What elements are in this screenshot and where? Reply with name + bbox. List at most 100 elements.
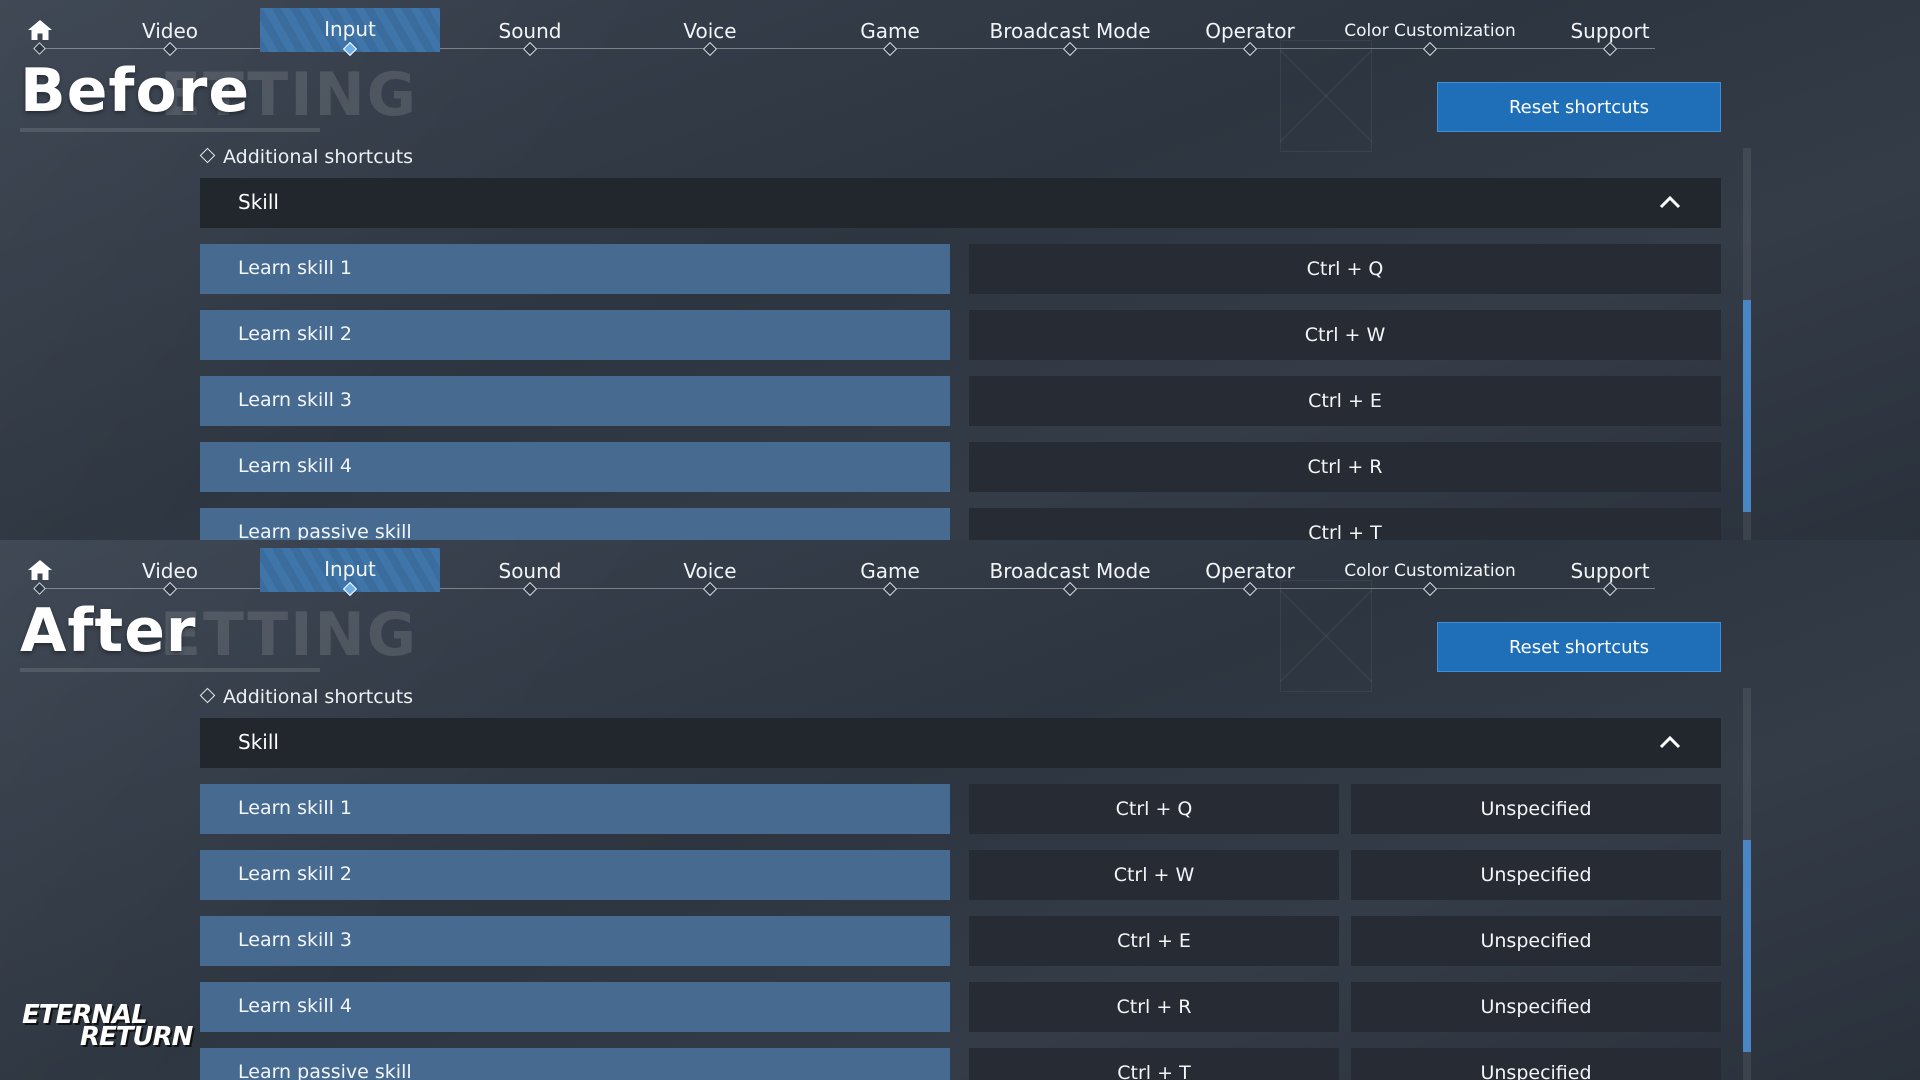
shortcut-key-text: Ctrl + R xyxy=(1307,456,1383,478)
shortcut-alt-key-cell[interactable]: Unspecified xyxy=(1351,916,1721,966)
section-title: Additional shortcuts xyxy=(199,146,414,168)
tab-support[interactable]: Support xyxy=(1520,548,1700,597)
shortcut-alt-key-cell[interactable]: Unspecified xyxy=(1351,982,1721,1032)
tab-input[interactable]: Input xyxy=(260,8,440,57)
shortcut-key-cell[interactable]: Ctrl + R xyxy=(969,982,1339,1032)
shortcut-label: Learn skill 1 xyxy=(200,784,950,834)
tab-sound[interactable]: Sound xyxy=(440,548,620,597)
chevron-up-icon[interactable] xyxy=(1659,732,1681,754)
tab-label: Support xyxy=(1570,559,1650,583)
tab-game[interactable]: Game xyxy=(800,548,980,597)
shortcut-label: Learn skill 2 xyxy=(200,850,950,900)
tab-color-customization[interactable]: Color Customization xyxy=(1340,8,1520,57)
skill-group-header[interactable]: Skill xyxy=(200,718,1721,768)
before-panel: Video Input Sound Voice Game Broadcast M… xyxy=(0,0,1920,540)
section-title-label: Additional shortcuts xyxy=(223,146,414,168)
skill-group-header[interactable]: Skill xyxy=(200,178,1721,228)
shortcut-label-text: Learn skill 3 xyxy=(238,929,353,951)
shortcut-alt-key-text: Unspecified xyxy=(1480,930,1592,952)
tab-diamond-icon xyxy=(702,41,718,57)
shortcut-key-cell[interactable]: Ctrl + E xyxy=(969,376,1721,426)
shortcut-key-text: Ctrl + R xyxy=(1116,996,1192,1018)
diamond-icon xyxy=(199,687,216,704)
tab-diamond-icon xyxy=(1602,581,1618,597)
tab-video[interactable]: Video xyxy=(80,548,260,597)
shortcut-label: Learn skill 4 xyxy=(200,442,950,492)
shortcut-label: Learn skill 2 xyxy=(200,310,950,360)
tab-voice[interactable]: Voice xyxy=(620,548,800,597)
shortcut-alt-key-text: Unspecified xyxy=(1480,798,1592,820)
shortcut-key-cell[interactable]: Ctrl + E xyxy=(969,916,1339,966)
tab-operator[interactable]: Operator xyxy=(1160,548,1340,597)
tab-voice[interactable]: Voice xyxy=(620,8,800,57)
shortcut-label-text: Learn passive skill xyxy=(238,1061,412,1080)
shortcut-key-text: Ctrl + Q xyxy=(1306,258,1384,280)
tab-color-customization[interactable]: Color Customization xyxy=(1340,548,1520,597)
reset-shortcuts-button[interactable]: Reset shortcuts xyxy=(1437,622,1721,672)
shortcut-label: Learn skill 4 xyxy=(200,982,950,1032)
tab-label: Input xyxy=(324,17,376,41)
tab-input[interactable]: Input xyxy=(260,548,440,597)
shortcut-key-text: Ctrl + Q xyxy=(1115,798,1193,820)
tab-sound[interactable]: Sound xyxy=(440,8,620,57)
shortcut-alt-key-cell[interactable]: Unspecified xyxy=(1351,1048,1721,1080)
tab-label: Support xyxy=(1570,19,1650,43)
shortcut-key-cell[interactable]: Ctrl + T xyxy=(969,1048,1339,1080)
heading-underline xyxy=(20,668,320,672)
tab-diamond-icon xyxy=(522,41,538,57)
scrollbar-thumb[interactable] xyxy=(1743,300,1751,512)
section-title-label: Additional shortcuts xyxy=(223,686,414,708)
shortcut-label-text: Learn skill 4 xyxy=(238,995,353,1017)
shortcut-key-cell[interactable]: Ctrl + T xyxy=(969,508,1721,540)
shortcut-label-text: Learn skill 3 xyxy=(238,389,353,411)
shortcut-label-text: Learn passive skill xyxy=(238,521,412,540)
reset-shortcuts-button[interactable]: Reset shortcuts xyxy=(1437,82,1721,132)
tab-label: Color Customization xyxy=(1344,561,1516,581)
shortcut-label: Learn passive skill xyxy=(200,508,950,540)
tab-label: Video xyxy=(141,559,199,583)
tab-label: Broadcast Mode xyxy=(989,559,1151,583)
top-nav: Video Input Sound Voice Game Broadcast M… xyxy=(0,540,1700,597)
shortcut-key-cell[interactable]: Ctrl + W xyxy=(969,850,1339,900)
after-heading: After xyxy=(20,596,197,666)
tab-support[interactable]: Support xyxy=(1520,8,1700,57)
tab-label: Color Customization xyxy=(1344,21,1516,41)
shortcut-key-text: Ctrl + E xyxy=(1117,930,1191,952)
tab-label: Voice xyxy=(683,559,737,583)
shortcut-label-text: Learn skill 2 xyxy=(238,323,353,345)
tab-diamond-icon xyxy=(1242,581,1258,597)
chevron-up-icon[interactable] xyxy=(1659,192,1681,214)
tab-game[interactable]: Game xyxy=(800,8,980,57)
home-icon[interactable] xyxy=(26,558,54,582)
shortcut-key-cell[interactable]: Ctrl + Q xyxy=(969,244,1721,294)
shortcut-label: Learn skill 3 xyxy=(200,916,950,966)
shortcut-key-cell[interactable]: Ctrl + Q xyxy=(969,784,1339,834)
skill-group-label: Skill xyxy=(238,730,279,754)
tab-diamond-icon xyxy=(882,581,898,597)
skill-group-label: Skill xyxy=(238,190,279,214)
shortcut-alt-key-cell[interactable]: Unspecified xyxy=(1351,784,1721,834)
shortcut-key-cell[interactable]: Ctrl + R xyxy=(969,442,1721,492)
shortcut-key-text: Ctrl + E xyxy=(1308,390,1382,412)
shortcut-alt-key-text: Unspecified xyxy=(1480,996,1592,1018)
logo-line-1: ETERNAL xyxy=(22,1000,148,1030)
shortcut-alt-key-cell[interactable]: Unspecified xyxy=(1351,850,1721,900)
tab-video[interactable]: Video xyxy=(80,8,260,57)
shortcut-label-text: Learn skill 1 xyxy=(238,257,353,279)
tab-label: Voice xyxy=(683,19,737,43)
scrollbar-thumb[interactable] xyxy=(1743,840,1751,1052)
background-watermark-text: ETTING xyxy=(160,60,419,130)
tab-label: Game xyxy=(860,559,920,583)
shortcut-key-cell[interactable]: Ctrl + W xyxy=(969,310,1721,360)
tab-diamond-icon xyxy=(162,41,178,57)
heading-underline xyxy=(20,128,320,132)
tab-operator[interactable]: Operator xyxy=(1160,8,1340,57)
shortcut-label: Learn skill 3 xyxy=(200,376,950,426)
tab-broadcast-mode[interactable]: Broadcast Mode xyxy=(980,8,1160,57)
home-icon[interactable] xyxy=(26,18,54,42)
shortcut-label-text: Learn skill 4 xyxy=(238,455,353,477)
background-watermark-text: ETTING xyxy=(160,600,419,670)
tab-label: Operator xyxy=(1205,19,1295,43)
tab-broadcast-mode[interactable]: Broadcast Mode xyxy=(980,548,1160,597)
shortcut-label-text: Learn skill 2 xyxy=(238,863,353,885)
